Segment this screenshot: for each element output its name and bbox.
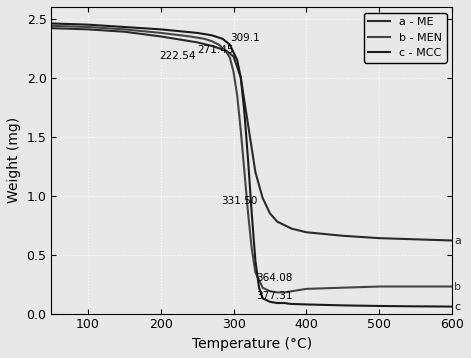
Text: 222.54: 222.54 (159, 51, 195, 61)
a - ME (231, 54, 236, 59)
c - MCC (227, 43, 233, 47)
Line: c - MCC: c - MCC (51, 24, 452, 306)
a - ME (49, 26, 54, 30)
a - ME (85, 27, 90, 32)
a - ME (209, 44, 214, 48)
c - MCC (249, 211, 254, 216)
b - MEN (275, 290, 280, 295)
b - MEN (289, 289, 295, 293)
a - ME (194, 40, 200, 44)
c - MCC (413, 304, 419, 309)
c - MCC (304, 302, 309, 306)
a - ME (245, 123, 251, 127)
c - MCC (49, 21, 54, 26)
b - MEN (267, 289, 273, 293)
b - MEN (235, 93, 240, 98)
a - ME (275, 219, 280, 224)
Y-axis label: Weight (mg): Weight (mg) (7, 117, 21, 203)
Line: b - MEN: b - MEN (51, 26, 452, 292)
c - MCC (235, 58, 240, 62)
c - MCC (85, 23, 90, 27)
a - ME (252, 170, 258, 174)
a - ME (158, 34, 163, 39)
b - MEN (449, 284, 455, 289)
b - MEN (49, 24, 54, 28)
b - MEN (202, 37, 207, 41)
c - MCC (256, 286, 262, 290)
a - ME (340, 234, 346, 238)
c - MCC (275, 301, 280, 305)
c - MCC (282, 301, 287, 305)
b - MEN (245, 211, 251, 216)
b - MEN (296, 288, 302, 292)
Text: c: c (455, 301, 461, 311)
c - MCC (122, 25, 127, 29)
a - ME (223, 48, 229, 53)
Text: 271.45: 271.45 (197, 45, 234, 55)
b - MEN (304, 287, 309, 291)
b - MEN (242, 170, 247, 174)
a - ME (122, 30, 127, 34)
b - MEN (231, 70, 236, 74)
c - MCC (194, 31, 200, 35)
b - MEN (413, 284, 419, 289)
b - MEN (252, 270, 258, 275)
Text: 331.50: 331.50 (221, 196, 258, 206)
Line: a - ME: a - ME (51, 28, 452, 241)
c - MCC (449, 304, 455, 309)
b - MEN (340, 286, 346, 290)
Text: a: a (455, 236, 461, 246)
c - MCC (289, 302, 295, 306)
c - MCC (296, 302, 302, 306)
c - MCC (285, 301, 291, 306)
a - ME (238, 76, 244, 80)
a - ME (304, 230, 309, 234)
a - ME (376, 236, 382, 240)
b - MEN (227, 55, 233, 60)
Text: b: b (455, 281, 461, 291)
b - MEN (209, 39, 214, 43)
b - MEN (376, 284, 382, 289)
b - MEN (249, 247, 254, 251)
c - MCC (238, 76, 244, 80)
b - MEN (158, 31, 163, 35)
c - MCC (252, 258, 258, 263)
c - MCC (260, 296, 266, 300)
c - MCC (158, 27, 163, 32)
b - MEN (187, 34, 193, 39)
a - ME (267, 211, 273, 216)
Text: 364.08: 364.08 (256, 272, 292, 282)
c - MCC (220, 37, 226, 41)
c - MCC (267, 300, 273, 304)
Text: 377.31: 377.31 (256, 291, 292, 301)
b - MEN (238, 129, 244, 133)
a - ME (413, 237, 419, 242)
b - MEN (223, 50, 229, 54)
c - MCC (242, 111, 247, 115)
a - ME (260, 196, 266, 200)
c - MCC (376, 304, 382, 308)
Legend: a - ME, b - MEN, c - MCC: a - ME, b - MEN, c - MCC (364, 13, 447, 63)
a - ME (289, 227, 295, 231)
b - MEN (85, 25, 90, 29)
a - ME (449, 238, 455, 243)
c - MCC (340, 303, 346, 308)
X-axis label: Temperature (°C): Temperature (°C) (192, 337, 312, 351)
Text: 309.1: 309.1 (230, 33, 260, 43)
b - MEN (260, 286, 266, 290)
b - MEN (216, 43, 222, 47)
c - MCC (209, 33, 214, 37)
b - MEN (122, 27, 127, 32)
c - MCC (245, 158, 251, 163)
b - MEN (282, 290, 287, 295)
